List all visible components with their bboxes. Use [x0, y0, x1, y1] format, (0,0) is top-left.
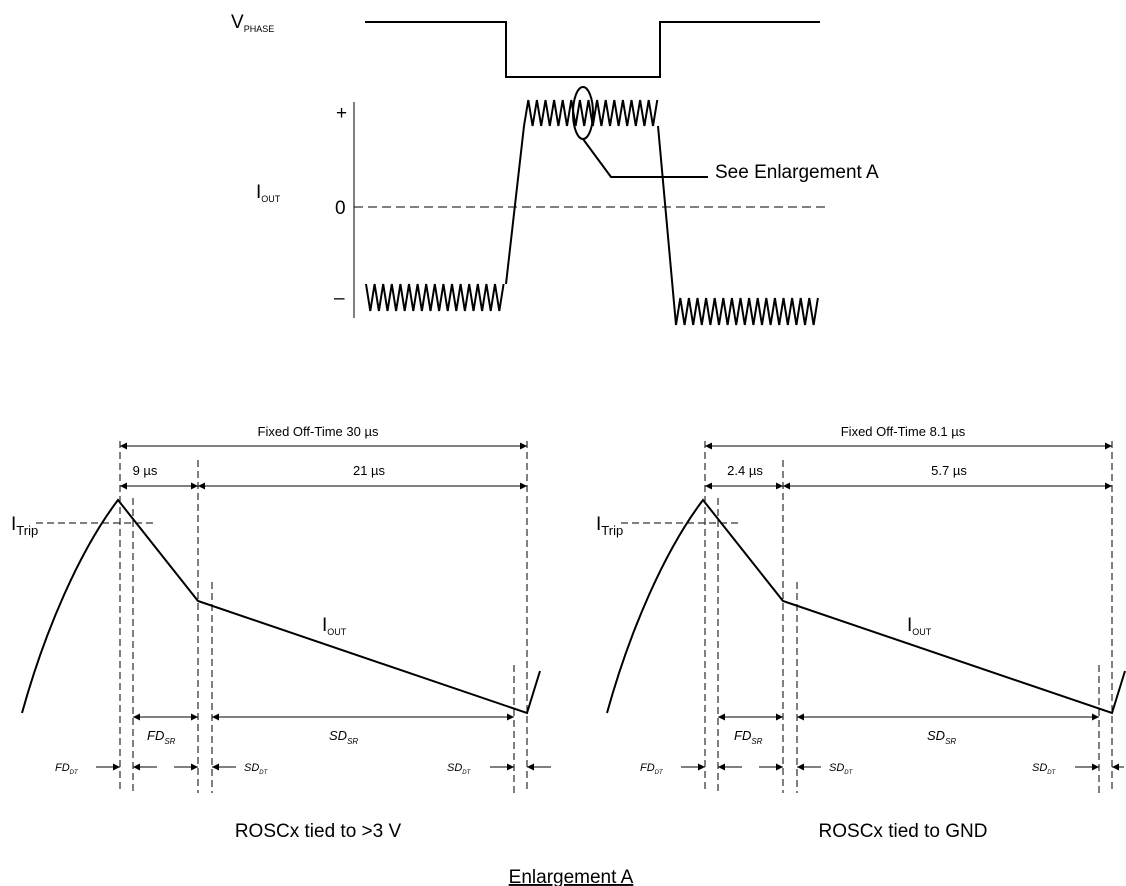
- fast-label: 9 µs: [133, 463, 158, 478]
- fast-label: 2.4 µs: [727, 463, 763, 478]
- plus-label: +: [336, 103, 347, 124]
- fd-dt-label: FDDT: [55, 762, 79, 776]
- itrip-label: ITrip: [596, 514, 623, 538]
- fd-sr-label: FDSR: [147, 728, 176, 746]
- fd-sr-label: FDSR: [734, 728, 763, 746]
- top-section: VPHASE + 0 – IOUT See Enlargement A: [231, 12, 879, 326]
- iout-label: IOUT: [322, 615, 347, 637]
- iout-fall: [657, 125, 677, 326]
- iout-label: IOUT: [907, 615, 932, 637]
- sd-dt-label-2: SDDT: [447, 762, 472, 776]
- fd-dt-label: FDDT: [640, 762, 664, 776]
- itrip-label: ITrip: [11, 514, 38, 538]
- iout-waveform: [606, 498, 1126, 715]
- total-label: Fixed Off-Time 30 µs: [258, 424, 379, 439]
- iout-negative-ripple-right: [675, 297, 819, 326]
- iout-label: IOUT: [256, 182, 281, 204]
- minus-label: –: [334, 288, 345, 309]
- iout-rise: [505, 125, 525, 285]
- slow-label: 21 µs: [353, 463, 386, 478]
- iout-positive-ripple: [523, 99, 659, 127]
- sd-sr-label: SDSR: [329, 728, 358, 746]
- panel-caption: ROSCx tied to GND: [819, 821, 988, 842]
- vphase-waveform: [365, 21, 820, 78]
- boundary-lines: [704, 441, 1113, 793]
- iout-negative-ripple-left: [365, 283, 505, 312]
- total-label: Fixed Off-Time 8.1 µs: [841, 424, 966, 439]
- sd-dt-label-1: SDDT: [244, 762, 269, 776]
- boundary-lines: [119, 441, 528, 793]
- sd-dt-label-2: SDDT: [1032, 762, 1057, 776]
- panel-left: Fixed Off-Time 30 µs 9 µs 21 µs ITrip IO…: [11, 424, 551, 842]
- vphase-label: VPHASE: [231, 12, 274, 34]
- slow-label: 5.7 µs: [931, 463, 967, 478]
- sd-dt-label-1: SDDT: [829, 762, 854, 776]
- zero-label: 0: [335, 198, 346, 219]
- callout-leader: [582, 138, 708, 178]
- enlargement-title: Enlargement A: [509, 867, 634, 886]
- panel-caption: ROSCx tied to >3 V: [235, 821, 402, 842]
- callout-text: See Enlargement A: [715, 162, 879, 183]
- sd-sr-label: SDSR: [927, 728, 956, 746]
- iout-waveform: [21, 498, 541, 715]
- panel-right: Fixed Off-Time 8.1 µs 2.4 µs 5.7 µs ITri…: [596, 424, 1126, 842]
